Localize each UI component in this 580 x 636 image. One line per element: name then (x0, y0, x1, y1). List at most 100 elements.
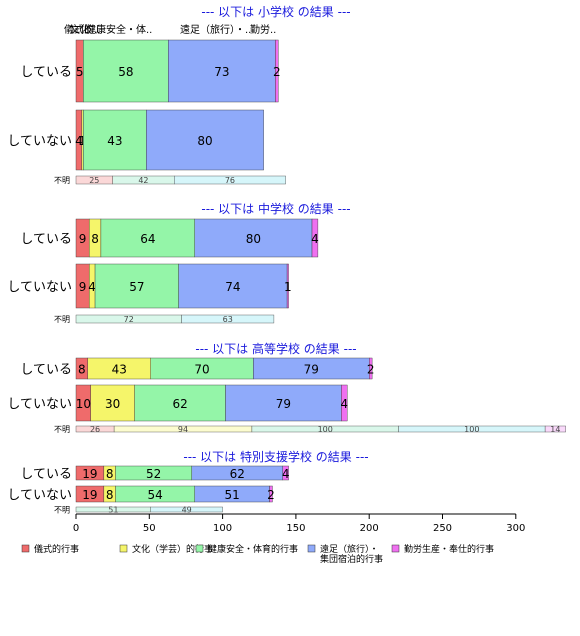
bar-segment (369, 357, 373, 380)
unknown-data-label: 42 (138, 176, 148, 185)
bar-segment (178, 263, 288, 309)
data-label: 8 (78, 363, 86, 377)
data-label: 43 (107, 134, 122, 148)
data-label: 8 (106, 467, 114, 481)
data-label: 8 (106, 488, 114, 502)
data-label: 62 (230, 467, 245, 481)
unknown-data-label: 63 (223, 315, 233, 324)
unknown-data-label: 49 (182, 506, 192, 515)
bar-segment (311, 218, 319, 258)
panel-title: --- 以下は 小学校 の結果 --- (201, 4, 350, 19)
data-label: 4 (340, 397, 348, 411)
data-label: 80 (246, 232, 261, 246)
x-tick-label: 250 (433, 523, 452, 534)
panel-title: --- 以下は 特別支援学校 の結果 --- (183, 449, 368, 464)
data-label: 52 (146, 467, 161, 481)
bar-segment (269, 485, 273, 503)
overlapped-category-text: 勤労.. (250, 23, 276, 36)
bar-segment (94, 263, 179, 309)
data-label: 4 (311, 232, 319, 246)
data-label: 8 (91, 232, 99, 246)
legend-swatch (195, 544, 204, 553)
overlapped-category-text: 儀式的.. (64, 23, 100, 36)
row-label: していない (7, 397, 72, 412)
legend-swatch (21, 544, 30, 553)
data-label: 2 (267, 488, 275, 502)
data-label: 4 (282, 467, 290, 481)
row-label-unknown: 不明 (54, 176, 70, 185)
data-label: 64 (140, 232, 155, 246)
legend-label: 遠足（旅行）・ (320, 543, 379, 555)
data-label: 19 (82, 467, 97, 481)
bar-segment (168, 39, 276, 103)
unknown-data-label: 26 (90, 425, 100, 434)
row-label: していない (7, 134, 72, 149)
unknown-data-label: 100 (318, 425, 333, 434)
panel-title: --- 以下は 高等学校 の結果 --- (195, 341, 356, 356)
legend-swatch (307, 544, 316, 553)
data-label: 4 (88, 280, 96, 294)
row-label: していない (7, 488, 72, 503)
overlapped-category-text: 文化（.. (70, 23, 106, 36)
x-tick-label: 150 (286, 523, 305, 534)
bar-segment (90, 384, 135, 422)
bar-segment (341, 384, 348, 422)
unknown-bar-segment (150, 506, 223, 513)
data-label: 5 (76, 65, 84, 79)
unknown-data-label: 14 (550, 425, 560, 434)
bar-segment (100, 218, 195, 258)
row-label: している (20, 65, 72, 80)
data-label: 79 (304, 363, 319, 377)
unknown-data-label: 25 (89, 176, 99, 185)
unknown-data-label: 100 (464, 425, 479, 434)
x-tick-label: 200 (360, 523, 379, 534)
legend-label: 儀式的行事 (34, 543, 79, 555)
legend-label: 勤労生産・奉仕的行事 (404, 543, 494, 555)
row-label: している (20, 232, 72, 247)
data-label: 70 (194, 363, 209, 377)
row-label-unknown: 不明 (54, 506, 70, 515)
bar-segment (83, 39, 169, 103)
data-label: 80 (197, 134, 212, 148)
data-label: 58 (118, 65, 133, 79)
x-tick-label: 300 (506, 523, 525, 534)
legend-swatch (119, 544, 128, 553)
data-label: 30 (105, 397, 120, 411)
unknown-bar-segment (181, 314, 275, 324)
data-label: 19 (82, 488, 97, 502)
row-label-unknown: 不明 (54, 425, 70, 434)
data-label: 10 (76, 397, 91, 411)
unknown-data-label: 72 (124, 315, 134, 324)
data-label: 73 (214, 65, 229, 79)
data-label: 62 (172, 397, 187, 411)
data-label: 51 (224, 488, 239, 502)
legend-label: 集団宿泊的行事 (320, 553, 383, 565)
panel-title: --- 以下は 中学校 の結果 --- (201, 201, 350, 216)
bar-segment (134, 384, 226, 422)
unknown-bar-segment (174, 175, 286, 185)
bar-segment (282, 465, 289, 481)
legend-swatch (391, 544, 400, 553)
data-label: 4 (75, 134, 83, 148)
data-label: 2 (273, 65, 281, 79)
bar-segment (286, 263, 289, 309)
bar-segment (146, 109, 264, 171)
unknown-bar-segment (544, 425, 566, 433)
unknown-data-label: 94 (178, 425, 188, 434)
bar-segment (194, 218, 313, 258)
bar-segment (275, 39, 279, 103)
x-tick-label: 50 (143, 523, 156, 534)
data-label: 1 (79, 134, 87, 148)
data-label: 57 (129, 280, 144, 294)
row-label: している (20, 363, 72, 378)
row-label: している (20, 467, 72, 482)
overlapped-category-text: 遠足（旅行）・.. (180, 23, 251, 36)
legend-label: 文化（学芸）的行事 (132, 543, 213, 555)
data-label: 2 (367, 363, 375, 377)
data-label: 74 (225, 280, 240, 294)
legend-label: 健康安全・体育的行事 (208, 543, 298, 555)
x-tick-label: 100 (213, 523, 232, 534)
data-label: 54 (148, 488, 163, 502)
overlapped-category-text: 健康安全・体.. (86, 23, 152, 36)
